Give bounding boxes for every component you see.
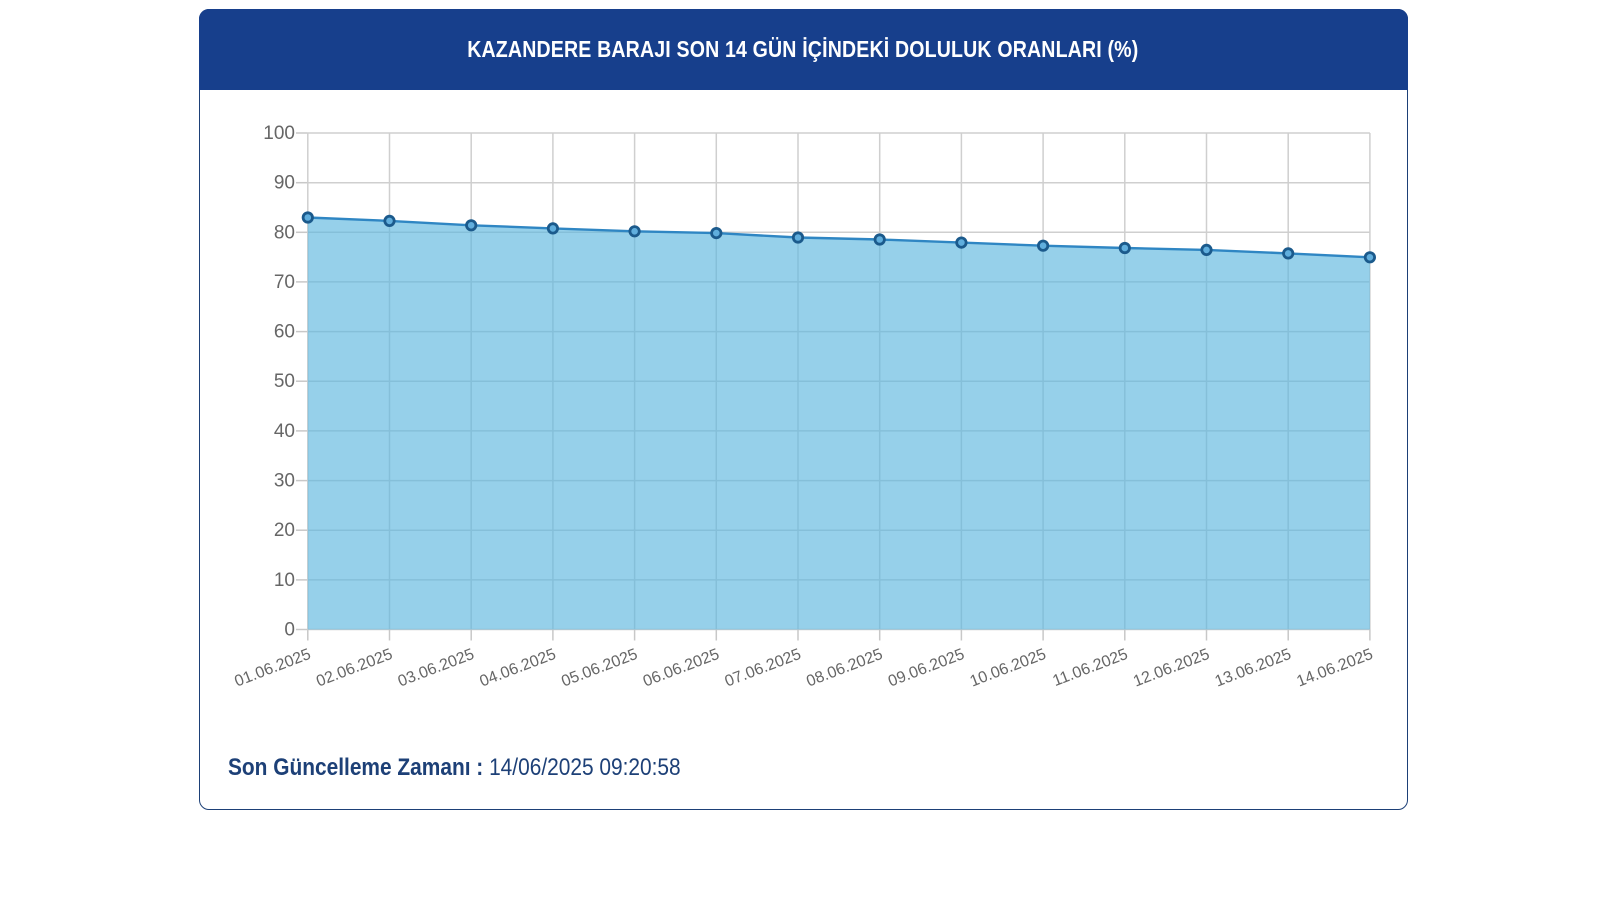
svg-text:50: 50 [274, 371, 295, 392]
svg-text:10: 10 [274, 570, 295, 591]
svg-text:05.06.2025: 05.06.2025 [559, 646, 640, 691]
svg-text:07.06.2025: 07.06.2025 [723, 646, 804, 691]
svg-text:100: 100 [263, 123, 295, 144]
svg-text:02.06.2025: 02.06.2025 [314, 646, 395, 691]
svg-text:08.06.2025: 08.06.2025 [804, 646, 885, 691]
svg-text:01.06.2025: 01.06.2025 [232, 646, 313, 691]
svg-text:04.06.2025: 04.06.2025 [477, 646, 558, 691]
svg-text:80: 80 [274, 222, 295, 243]
svg-text:90: 90 [274, 173, 295, 194]
svg-text:20: 20 [274, 520, 295, 541]
svg-text:12.06.2025: 12.06.2025 [1131, 646, 1212, 691]
svg-text:10.06.2025: 10.06.2025 [968, 646, 1049, 691]
svg-text:60: 60 [274, 322, 295, 343]
svg-text:14.06.2025: 14.06.2025 [1294, 646, 1375, 691]
svg-text:30: 30 [274, 471, 295, 492]
svg-text:11.06.2025: 11.06.2025 [1050, 646, 1130, 690]
svg-text:03.06.2025: 03.06.2025 [396, 646, 477, 691]
svg-text:70: 70 [274, 272, 295, 293]
svg-text:40: 40 [274, 421, 295, 442]
svg-text:13.06.2025: 13.06.2025 [1213, 646, 1294, 691]
svg-text:06.06.2025: 06.06.2025 [641, 646, 722, 691]
svg-text:09.06.2025: 09.06.2025 [886, 646, 967, 691]
svg-text:0: 0 [284, 620, 295, 641]
